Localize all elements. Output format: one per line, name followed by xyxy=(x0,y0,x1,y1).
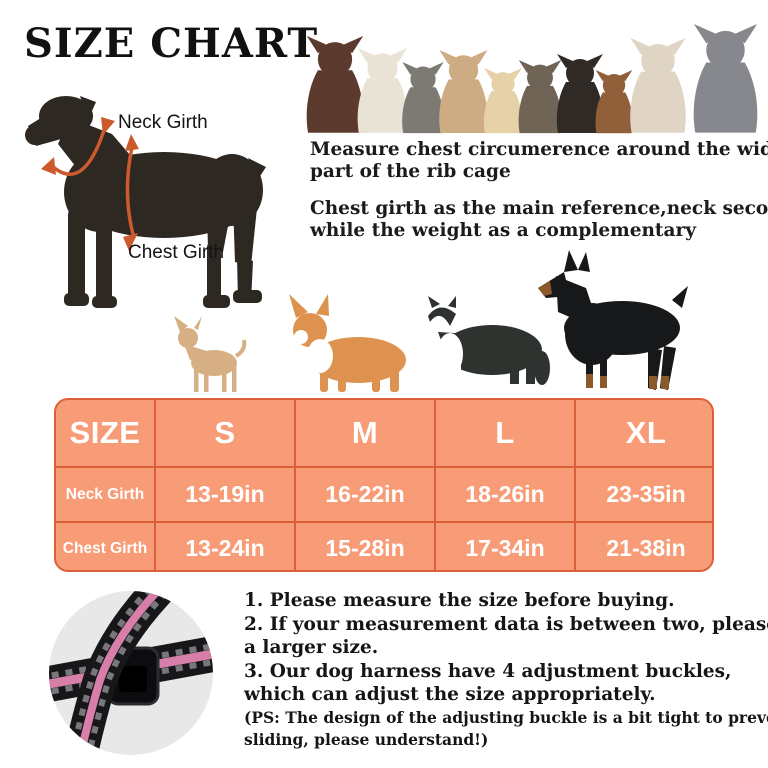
dog-l-border-collie-icon xyxy=(428,296,550,392)
dog-cream-chihuahua-icon xyxy=(483,68,523,134)
neck-girth-arrow xyxy=(50,126,107,176)
size-reference-dogs xyxy=(174,250,688,392)
chest-girth-xl: 21-38in xyxy=(576,521,712,570)
neck-girth-l: 18-26in xyxy=(436,466,576,521)
table-header-l: L xyxy=(436,400,576,466)
dog-m-corgi-icon xyxy=(289,294,406,392)
note-ps: (PS: The design of the adjusting buckle … xyxy=(244,707,768,727)
neck-girth-s: 13-19in xyxy=(156,466,296,521)
girth-measure-arrows xyxy=(50,126,136,239)
table-header-size: SIZE xyxy=(56,400,156,466)
dog-yorkie-icon xyxy=(518,60,562,134)
reference-instructions: Chest girth as the main reference,neck s… xyxy=(310,198,768,242)
chest-girth-arrow xyxy=(125,146,136,239)
row-label-neck-girth: Neck Girth xyxy=(56,466,156,521)
arrowheads xyxy=(41,117,139,251)
chest-girth-m: 15-28in xyxy=(296,521,436,570)
row-label-chest-girth: Chest Girth xyxy=(56,521,156,570)
dog-fawn-bulldog-icon xyxy=(439,50,488,133)
chest-girth-s: 13-24in xyxy=(156,521,296,570)
note-2: 2. If your measurement data is between t… xyxy=(244,613,768,635)
dog-chocolate-lab-icon xyxy=(306,36,364,133)
instruction-line: while the weight as a complementary xyxy=(310,220,696,241)
instruction-line: Chest girth as the main reference,neck s… xyxy=(310,198,768,219)
dog-xl-doberman-icon xyxy=(538,250,688,390)
chest-girth-label: Chest Girth xyxy=(128,242,225,263)
measure-instructions: Measure chest circumerence around the wi… xyxy=(310,139,768,183)
instruction-line: Measure chest circumerence around the wi… xyxy=(310,139,768,160)
note-3: 3. Our dog harness have 4 adjustment buc… xyxy=(244,660,732,682)
neck-girth-m: 16-22in xyxy=(296,466,436,521)
neck-girth-label: Neck Girth xyxy=(118,112,208,133)
table-header-xl: XL xyxy=(625,415,667,450)
dog-gray-frenchie-icon xyxy=(402,62,444,134)
dog-silhouette-icon xyxy=(25,96,266,308)
dog-s-chihuahua-icon xyxy=(174,316,247,392)
buckle-detail-photo xyxy=(49,591,213,755)
neck-girth-xl: 23-35in xyxy=(576,466,712,521)
note-3-cont: which can adjust the size appropriately. xyxy=(244,684,656,705)
size-table: SIZE S M L XL Neck Girth 13-19in 16-22in… xyxy=(54,398,714,572)
page-title: SIZE CHART xyxy=(24,20,319,67)
instruction-line: part of the rib cage xyxy=(310,161,511,182)
table-header-s: S xyxy=(156,400,296,466)
chest-girth-l: 17-34in xyxy=(436,521,576,570)
puppy-breeds-row xyxy=(306,24,758,134)
note-1: 1. Please measure the size before buying… xyxy=(244,590,675,611)
buying-notes: 1. Please measure the size before buying… xyxy=(244,589,768,751)
dog-brown-spaniel-icon xyxy=(595,70,633,134)
table-header-m: M xyxy=(296,400,436,466)
dog-corgi-mix-icon xyxy=(357,48,408,133)
dog-bull-terrier-icon xyxy=(630,38,686,133)
note-ps-cont: sliding, please understand!) xyxy=(244,729,489,749)
harness-strap-icon xyxy=(49,591,213,755)
note-2-cont: a larger size. xyxy=(244,637,379,658)
dog-measurement-diagram xyxy=(25,96,266,308)
dog-cane-corso-icon xyxy=(693,24,758,133)
